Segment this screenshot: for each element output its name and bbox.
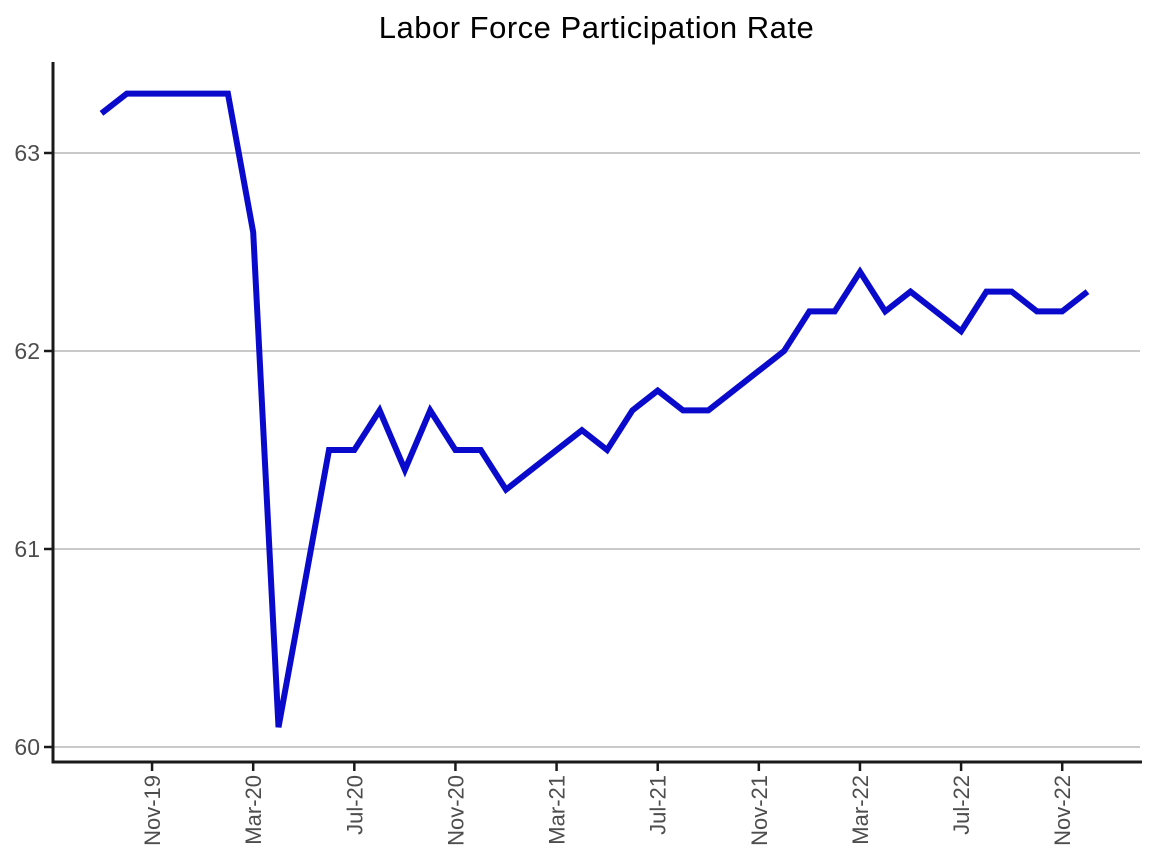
x-tick-label: Jul-22: [949, 775, 974, 835]
x-tick-label: Nov-22: [1050, 775, 1075, 846]
y-tick-label: 60: [14, 734, 40, 760]
series-line: [99, 90, 1090, 728]
x-tick-label: Mar-22: [848, 775, 873, 845]
y-tick-label: 63: [14, 140, 40, 166]
x-tick-label: Mar-20: [241, 775, 266, 845]
chart-title: Labor Force Participation Rate: [378, 10, 815, 45]
y-tick-label: 61: [14, 536, 40, 562]
x-tick-label: Jul-21: [646, 775, 671, 835]
x-tick-label: Mar-21: [545, 775, 570, 845]
y-tick-label: 62: [14, 338, 40, 364]
x-tick-label: Nov-20: [443, 775, 468, 846]
x-tick-label: Nov-21: [747, 775, 772, 846]
x-tick-label: Nov-19: [140, 775, 165, 846]
x-tick-label: Jul-20: [342, 775, 367, 835]
